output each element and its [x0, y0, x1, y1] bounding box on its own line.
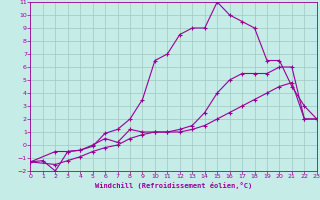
X-axis label: Windchill (Refroidissement éolien,°C): Windchill (Refroidissement éolien,°C) — [95, 182, 252, 189]
